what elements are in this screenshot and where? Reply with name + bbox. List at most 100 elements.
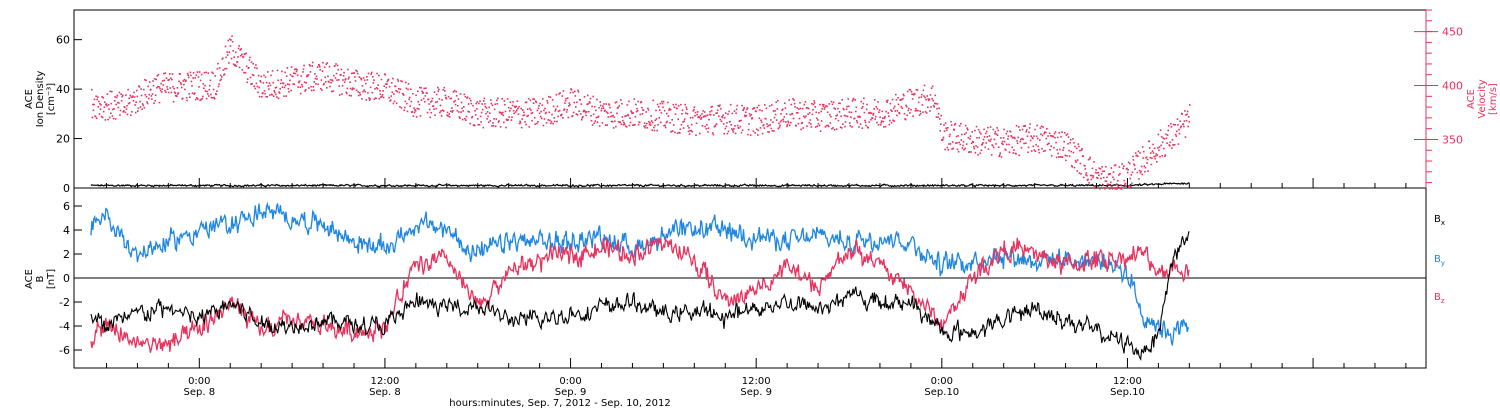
data-point: [744, 115, 747, 118]
data-point: [827, 124, 829, 127]
y-tick-label: 40: [56, 83, 70, 96]
data-point: [268, 88, 270, 90]
data-point: [875, 115, 877, 118]
data-point: [356, 72, 359, 75]
data-point: [195, 98, 197, 101]
data-point: [1061, 131, 1063, 133]
data-point: [293, 83, 296, 86]
data-point: [626, 104, 629, 106]
data-point: [563, 109, 565, 111]
data-point: [386, 80, 389, 83]
data-point: [1128, 162, 1131, 165]
data-point: [1088, 182, 1090, 184]
data-point: [487, 115, 489, 118]
data-point: [668, 109, 670, 111]
data-point: [481, 108, 484, 111]
data-point: [873, 99, 876, 101]
data-point: [352, 87, 354, 89]
data-point: [361, 98, 363, 100]
data-point: [783, 116, 786, 118]
data-point: [1082, 176, 1085, 179]
data-point: [557, 115, 559, 118]
data-point: [278, 91, 280, 93]
data-point: [198, 86, 200, 88]
data-point: [830, 115, 832, 118]
data-point: [859, 116, 861, 118]
data-point: [1042, 126, 1044, 128]
data-point: [975, 125, 978, 128]
data-point: [1131, 182, 1133, 185]
data-point: [858, 126, 860, 128]
data-point: [600, 109, 603, 112]
data-point: [210, 93, 212, 96]
data-point: [885, 110, 887, 113]
data-point: [564, 102, 566, 104]
data-point: [139, 106, 142, 108]
data-point: [510, 107, 512, 110]
data-point: [1115, 188, 1117, 190]
data-point: [664, 124, 666, 127]
data-point: [988, 139, 990, 142]
data-point: [354, 76, 356, 78]
data-point: [539, 115, 542, 118]
data-point: [362, 90, 364, 93]
data-point: [1052, 135, 1055, 138]
data-point: [771, 104, 773, 106]
data-point: [401, 80, 403, 83]
data-point: [631, 112, 633, 115]
data-point: [1186, 110, 1189, 113]
data-point: [526, 108, 529, 110]
data-point: [512, 109, 515, 112]
data-point: [244, 53, 246, 55]
data-point: [101, 96, 103, 98]
data-point: [822, 105, 825, 108]
data-point: [621, 102, 623, 105]
data-point: [562, 117, 564, 119]
data-point: [320, 87, 322, 90]
data-point: [304, 90, 306, 92]
data-point: [320, 79, 323, 81]
data-point: [212, 88, 215, 91]
data-point: [113, 100, 116, 102]
data-point: [826, 105, 828, 108]
data-point: [174, 92, 176, 94]
data-point: [954, 124, 956, 126]
data-point: [242, 55, 244, 58]
data-point: [107, 118, 109, 121]
data-point: [434, 114, 436, 116]
data-point: [714, 125, 716, 128]
data-point: [452, 91, 455, 93]
data-point: [1143, 165, 1146, 167]
data-point: [1048, 132, 1051, 135]
data-point: [1062, 147, 1065, 149]
data-point: [723, 116, 726, 119]
data-point: [977, 128, 980, 131]
data-point: [717, 104, 719, 107]
data-point: [757, 134, 759, 136]
data-point: [620, 123, 623, 126]
data-point: [387, 79, 389, 82]
data-point: [120, 93, 122, 95]
data-point: [103, 106, 106, 108]
data-point: [285, 75, 288, 77]
data-point: [870, 112, 873, 114]
data-point: [1115, 183, 1118, 185]
data-point: [231, 35, 233, 37]
data-point: [1113, 178, 1115, 181]
data-point: [881, 110, 884, 113]
data-point: [132, 100, 135, 102]
data-point: [653, 126, 655, 129]
data-point: [1056, 149, 1058, 151]
data-point: [1158, 146, 1161, 148]
data-point: [1124, 183, 1126, 186]
data-point: [834, 117, 837, 120]
data-point: [507, 119, 509, 121]
data-point: [845, 115, 847, 117]
data-point: [420, 87, 422, 89]
data-point: [829, 114, 831, 116]
data-point: [273, 90, 276, 92]
data-point: [375, 97, 377, 100]
data-point: [686, 112, 689, 115]
data-point: [579, 99, 581, 101]
data-point: [689, 129, 691, 132]
